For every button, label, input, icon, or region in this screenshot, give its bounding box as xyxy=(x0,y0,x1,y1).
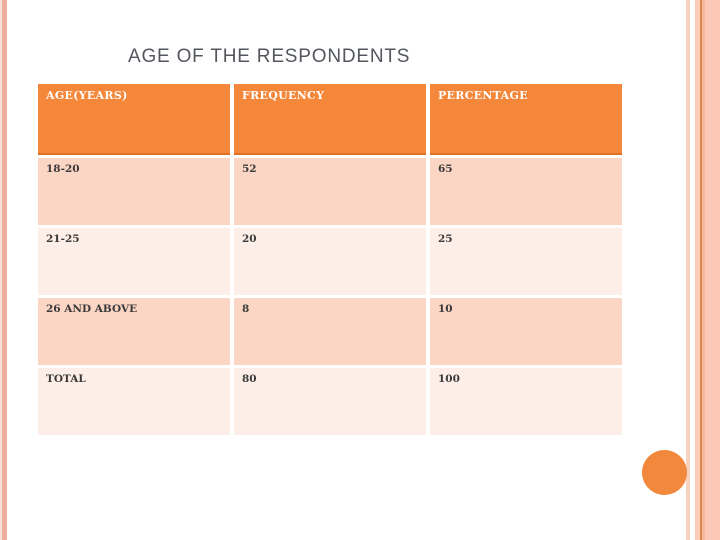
table-cell-percentage-row4: 100 xyxy=(430,368,622,435)
right-edge-stripe-2 xyxy=(695,0,700,540)
right-edge-stripe-line xyxy=(700,0,702,540)
table-cell-age-row2: 21-25 xyxy=(38,228,230,295)
table-cell-frequency-row1: 52 xyxy=(234,158,426,225)
age-respondents-table: AGE(YEARS) FREQUENCY PERCENTAGE 18-20 52… xyxy=(38,84,622,435)
ornament-circle xyxy=(642,450,687,495)
table-cell-frequency-row4: 80 xyxy=(234,368,426,435)
table-cell-percentage-row3: 10 xyxy=(430,298,622,365)
right-edge-stripe-1 xyxy=(686,0,690,540)
column-header-age-years: AGE(YEARS) xyxy=(38,84,230,155)
table-cell-percentage-row1: 65 xyxy=(430,158,622,225)
table-cell-frequency-row2: 20 xyxy=(234,228,426,295)
column-header-percentage: PERCENTAGE xyxy=(430,84,622,155)
slide-title: AGE OF THE RESPONDENTS xyxy=(128,46,411,67)
left-edge-stripe-outer xyxy=(0,0,2,540)
table-cell-frequency-row3: 8 xyxy=(234,298,426,365)
left-edge-stripe-inner xyxy=(2,0,7,540)
right-edge-stripe-4 xyxy=(705,0,720,540)
table-cell-percentage-row2: 25 xyxy=(430,228,622,295)
table-cell-age-row4: TOTAL xyxy=(38,368,230,435)
right-edge-stripe-3 xyxy=(702,0,705,540)
column-header-frequency: FREQUENCY xyxy=(234,84,426,155)
table-cell-age-row3: 26 AND ABOVE xyxy=(38,298,230,365)
table-cell-age-row1: 18-20 xyxy=(38,158,230,225)
